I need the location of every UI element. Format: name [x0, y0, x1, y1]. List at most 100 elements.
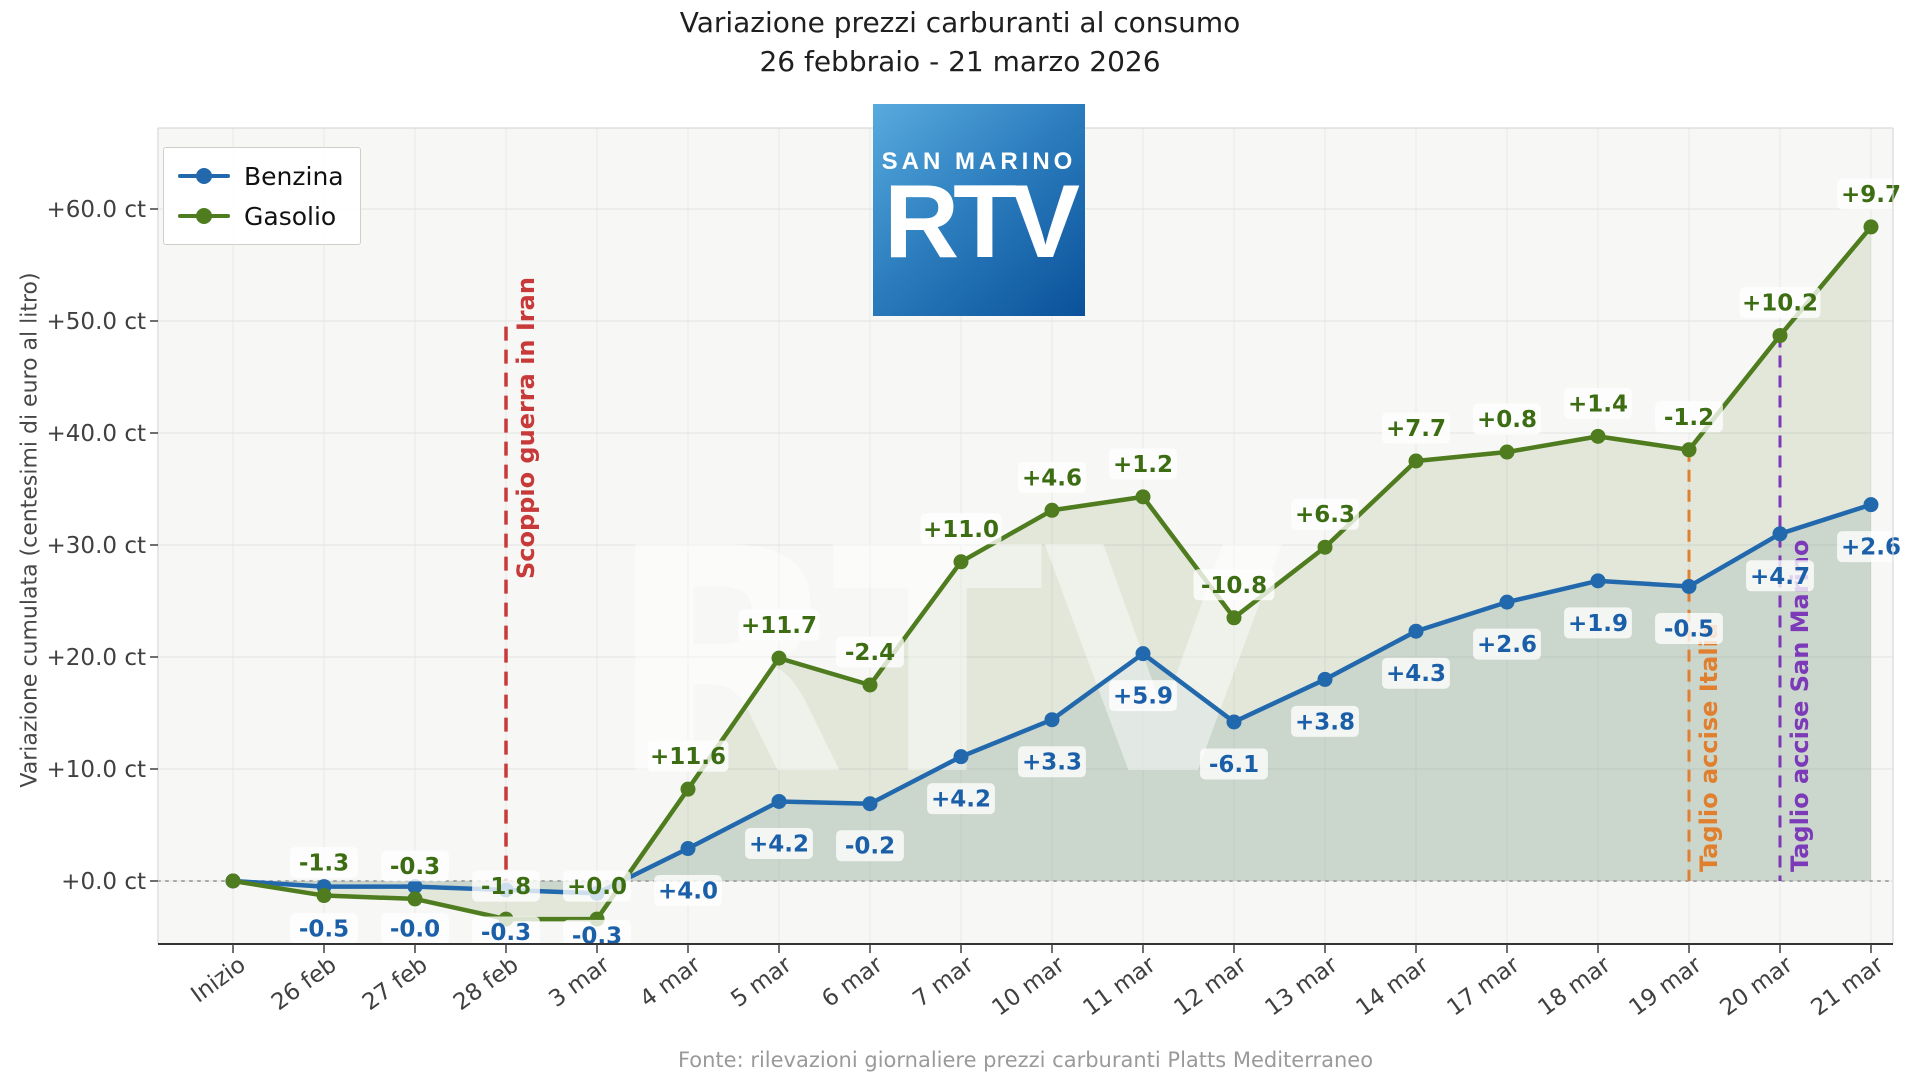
- benzina-point-14 mar: [1408, 623, 1424, 639]
- data-label: +6.3: [1295, 502, 1355, 528]
- gasolio-point-11 mar: [1135, 489, 1151, 505]
- data-label: +4.7: [1750, 564, 1810, 590]
- gasolio-point-7 mar: [953, 554, 969, 570]
- data-label: +4.0: [658, 879, 718, 905]
- benzina-point-11 mar: [1135, 646, 1151, 662]
- data-label: +0.0: [567, 874, 627, 900]
- benzina-point-5 mar: [771, 793, 787, 809]
- y-tick-label: +60.0 ct: [47, 197, 146, 223]
- y-tick-label: +20.0 ct: [47, 645, 146, 671]
- x-tick-label: 4 mar: [635, 952, 706, 1013]
- annotation-2: Taglio accise Italia: [1687, 449, 1723, 881]
- data-label: +1.9: [1568, 611, 1628, 637]
- logo-top-text: SAN MARINO: [881, 148, 1077, 175]
- x-tick-label: Inizio: [186, 952, 250, 1008]
- area-fills: [233, 226, 1871, 920]
- legend-line-swatch: [178, 208, 230, 224]
- logo-main-text: RTV: [884, 164, 1080, 280]
- data-label: -10.8: [1201, 573, 1267, 599]
- data-label: +5.9: [1113, 684, 1173, 710]
- y-tick-label: +10.0 ct: [47, 757, 146, 783]
- legend-label: Gasolio: [244, 201, 337, 231]
- gasolio-point-26 feb: [316, 888, 332, 904]
- benzina-point-7 mar: [953, 749, 969, 765]
- legend-marker-dot: [196, 168, 212, 184]
- x-tick-label: 26 feb: [267, 952, 342, 1016]
- data-label: +4.6: [1022, 465, 1082, 491]
- x-axis-ticks: Inizio 26 feb 27 feb 28 feb 3 mar 4 mar 5 mar 6…: [186, 944, 1889, 1022]
- y-tick-label: +40.0 ct: [47, 421, 146, 447]
- data-label: +4.3: [1386, 661, 1446, 687]
- data-label: -0.3: [481, 920, 531, 946]
- gasolio-point-5 mar: [771, 650, 787, 666]
- san-marino-rtv-logo: SAN MARINO RTV: [873, 104, 1085, 316]
- x-tick-label: 7 mar: [908, 952, 979, 1013]
- data-label: +11.7: [741, 613, 817, 639]
- x-tick-label: 12 mar: [1169, 952, 1251, 1022]
- source-footer: Fonte: rilevazioni giornaliere prezzi ca…: [677, 1048, 1374, 1072]
- gasolio-point-6 mar: [862, 677, 878, 693]
- gasolio-point-18 mar: [1590, 428, 1606, 444]
- data-label: -0.3: [390, 854, 440, 880]
- gasolio-point-19 mar: [1681, 442, 1697, 458]
- x-tick-label: 19 mar: [1624, 952, 1706, 1022]
- chart-title-line1: Variazione prezzi carburanti al consumo: [679, 6, 1241, 39]
- x-tick-label: 27 feb: [358, 952, 433, 1016]
- gasolio-point-20 mar: [1772, 328, 1788, 344]
- data-label: +0.8: [1477, 407, 1537, 433]
- y-tick-label: +30.0 ct: [47, 533, 146, 559]
- data-label: +7.7: [1386, 416, 1446, 442]
- data-label: +3.8: [1295, 709, 1355, 735]
- benzina-point-18 mar: [1590, 573, 1606, 589]
- gasolio-point-27 feb: [407, 891, 423, 907]
- data-label: +2.6: [1477, 632, 1537, 658]
- gasolio-point-21 mar: [1863, 219, 1879, 235]
- annotation-text: Taglio accise San Marino: [1786, 540, 1814, 872]
- y-tick-label: +50.0 ct: [47, 309, 146, 335]
- benzina-point-12 mar: [1226, 714, 1242, 730]
- benzina-point-10 mar: [1044, 712, 1060, 728]
- chart-title: Variazione prezzi carburanti al consumo …: [0, 6, 1920, 78]
- data-label: -1.8: [481, 874, 531, 900]
- data-label: -2.4: [845, 640, 895, 666]
- annotation-1: Scoppio guerra in Iran: [504, 277, 540, 881]
- x-tick-label: 10 mar: [987, 952, 1069, 1022]
- data-label: -0.5: [299, 917, 349, 943]
- data-label: +3.3: [1022, 750, 1082, 776]
- data-label: -0.0: [390, 917, 440, 943]
- data-label: +9.7: [1841, 182, 1901, 208]
- data-label: -1.3: [299, 851, 349, 877]
- data-label: +4.2: [749, 831, 809, 857]
- x-tick-label: 13 mar: [1260, 952, 1342, 1022]
- legend-marker-dot: [196, 208, 212, 224]
- gasolio-point-12 mar: [1226, 610, 1242, 626]
- legend-item-gasolio: Gasolio: [178, 196, 344, 236]
- benzina-point-13 mar: [1317, 671, 1333, 687]
- benzina-labels: -0.5 -0.0 -0.3 -0.3 +4.0 +4.2 -0.2 +4.2 +3.3 +5.9…: [290, 531, 1905, 951]
- x-tick-label: 6 mar: [817, 952, 888, 1013]
- legend-line-swatch: [178, 168, 230, 184]
- chart-title-line2: 26 febbraio - 21 marzo 2026: [759, 45, 1161, 78]
- gasolio-point-4 mar: [680, 781, 696, 797]
- x-tick-label: 5 mar: [726, 952, 797, 1013]
- x-tick-label: 21 mar: [1806, 952, 1888, 1022]
- x-tick-label: 3 mar: [544, 952, 615, 1013]
- benzina-point-19 mar: [1681, 578, 1697, 594]
- legend: Benzina Gasolio: [163, 147, 361, 245]
- y-tick-label: +0.0 ct: [61, 869, 146, 895]
- gasolio-point-14 mar: [1408, 453, 1424, 469]
- benzina-point-27 feb: [407, 879, 423, 895]
- x-tick-label: 28 feb: [449, 952, 524, 1016]
- y-axis-label: Variazione cumulata (centesimi di euro a…: [17, 272, 43, 788]
- gasolio-area-fill: [233, 226, 1871, 920]
- data-label: +11.6: [650, 744, 726, 770]
- y-axis-ticks: +0.0 ct +10.0 ct +20.0 ct +30.0 ct +40.0 ct +…: [47, 197, 158, 895]
- x-tick-label: 17 mar: [1442, 952, 1524, 1022]
- gasolio-point-Inizio: [225, 873, 241, 889]
- legend-label: Benzina: [244, 161, 344, 191]
- data-label: -0.5: [1664, 616, 1714, 642]
- x-tick-label: 20 mar: [1715, 952, 1797, 1022]
- data-label: -6.1: [1209, 752, 1259, 778]
- data-label: +11.0: [923, 517, 999, 543]
